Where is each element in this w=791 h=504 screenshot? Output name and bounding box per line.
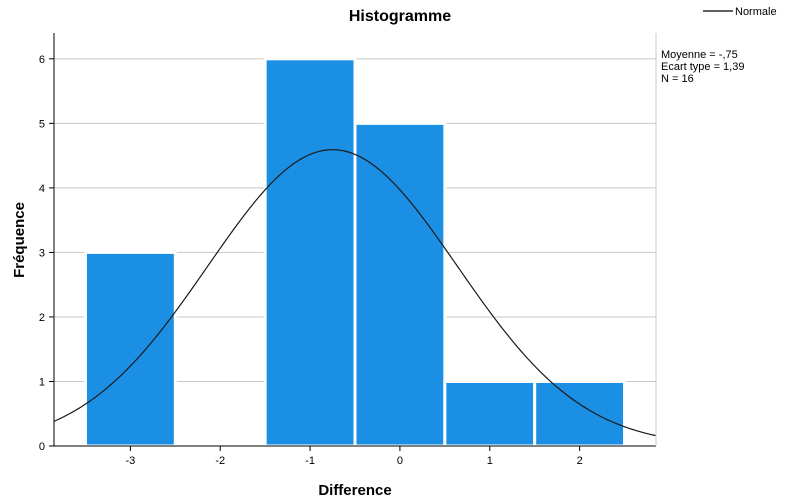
x-tick-label--2: -2 (215, 455, 225, 467)
bar--1 (263, 57, 357, 448)
x-tick-label-2: 2 (577, 455, 583, 467)
bar-0 (353, 121, 447, 448)
x-tick-label--3: -3 (125, 455, 135, 467)
y-tick-labels: 0 1 2 3 4 5 6 (39, 54, 54, 453)
x-tick-labels: -3 -2 -1 0 1 2 (125, 446, 583, 467)
x-tick-label-1: 1 (487, 455, 493, 467)
bar-1 (443, 379, 537, 448)
y-tick-label-3: 3 (39, 247, 45, 259)
stat-sd: Ecart type = 1,39 (661, 61, 744, 73)
stats-box: Moyenne = -,75 Ecart type = 1,39 N = 16 (661, 49, 744, 85)
bars (83, 57, 627, 448)
y-tick-label-5: 5 (39, 118, 45, 130)
y-tick-label-1: 1 (39, 376, 45, 388)
legend-entry-normale: Normale (735, 6, 777, 18)
chart-title: Histogramme (349, 8, 451, 25)
bar-2 (533, 379, 627, 448)
legend: Normale (703, 6, 777, 18)
y-tick-label-6: 6 (39, 54, 45, 66)
x-tick-label--1: -1 (305, 455, 315, 467)
normal-curve (53, 149, 657, 437)
axes (53, 33, 657, 447)
y-axis-label: Fréquence (11, 202, 28, 278)
y-tick-label-0: 0 (39, 441, 45, 453)
x-axis-label: Difference (318, 482, 391, 499)
stat-mean: Moyenne = -,75 (661, 49, 738, 61)
x-tick-label-0: 0 (397, 455, 403, 467)
y-tick-label-2: 2 (39, 312, 45, 324)
stat-n: N = 16 (661, 73, 694, 85)
y-tick-label-4: 4 (39, 183, 45, 195)
bar--3 (83, 250, 177, 448)
